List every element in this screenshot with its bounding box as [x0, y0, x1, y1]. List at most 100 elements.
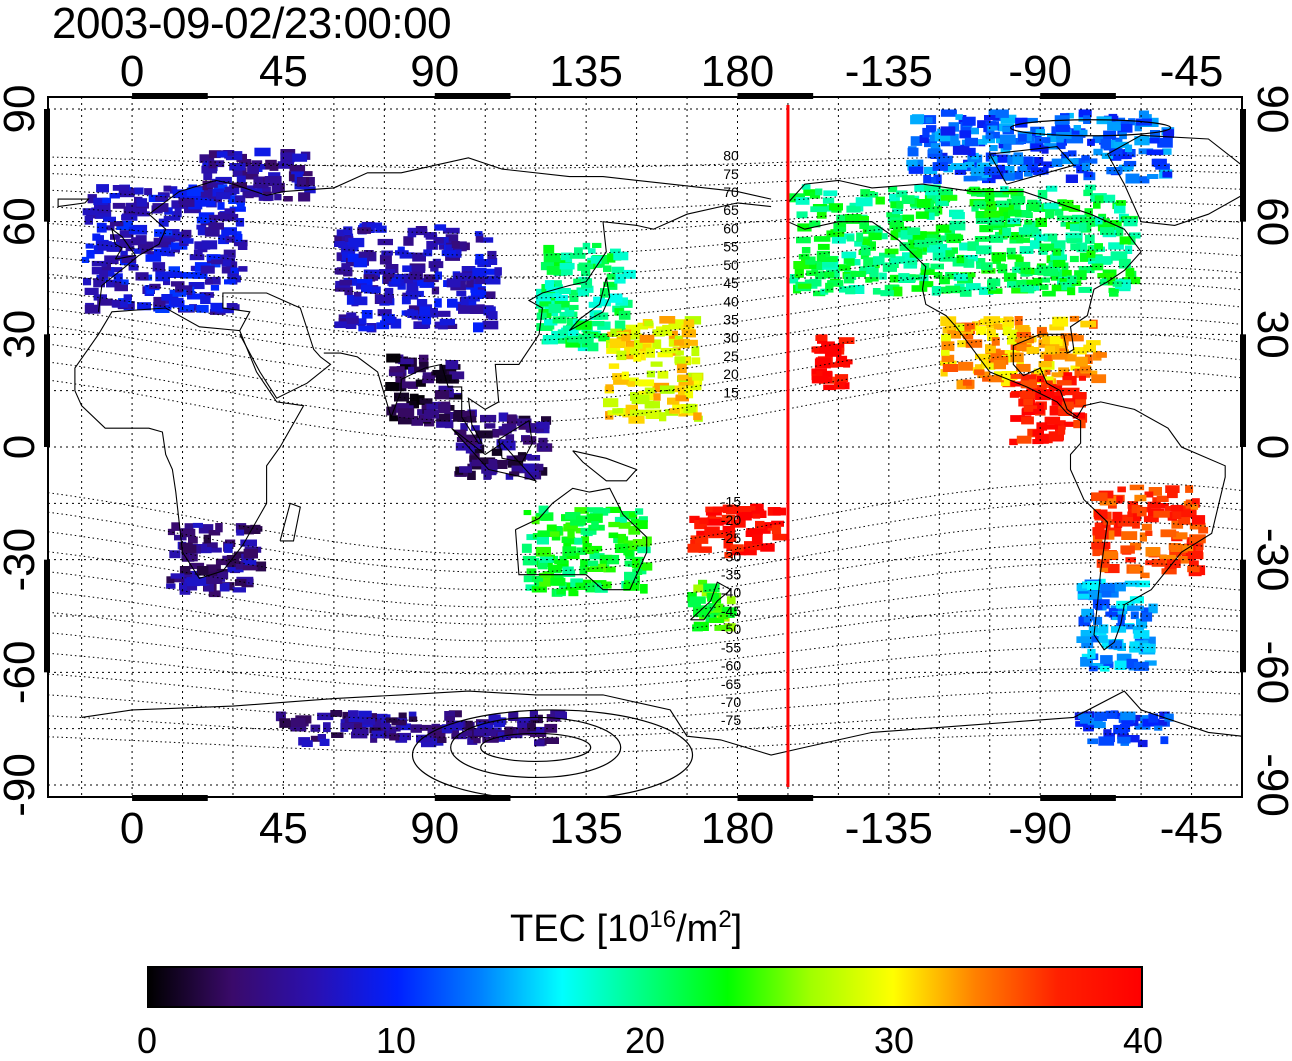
tec-cell [167, 250, 175, 257]
tec-cell [471, 459, 482, 467]
tec-cell [1043, 161, 1054, 168]
tec-cell [446, 405, 455, 411]
tec-cell [607, 253, 616, 263]
tec-cell [128, 226, 143, 234]
tec-cell [509, 471, 520, 477]
tec-cell [191, 293, 206, 300]
tec-cell [149, 283, 161, 289]
tec-cell [550, 577, 566, 586]
tec-cell [984, 210, 1000, 218]
tec-cell [1004, 165, 1015, 176]
tec-region [906, 109, 1175, 184]
tec-cell [718, 613, 728, 620]
tec-cell [480, 414, 497, 423]
tec-cell [1003, 143, 1012, 150]
tec-cell [211, 259, 223, 265]
tec-cell [364, 250, 374, 257]
tec-cell [459, 466, 472, 473]
tec-cell [951, 163, 968, 170]
tec-cell [624, 354, 642, 360]
tec-cell [554, 559, 568, 565]
tec-cell [1033, 368, 1044, 374]
tec-cell [402, 265, 412, 273]
tec-cell [518, 727, 536, 736]
tec-cell [426, 240, 438, 250]
tec-cell [942, 326, 958, 334]
tec-cell [198, 524, 214, 534]
contour-label: -65 [721, 676, 741, 692]
tec-cell [498, 412, 509, 422]
frame-tick-top [434, 93, 511, 99]
tec-region [687, 579, 737, 632]
tec-cell [535, 546, 551, 557]
tec-cell [111, 299, 121, 308]
tec-cell [1133, 662, 1149, 671]
lon-tick-label: 90 [410, 804, 459, 853]
tec-cell [1055, 124, 1070, 132]
tec-cell [438, 385, 454, 391]
tec-cell [467, 735, 478, 745]
tec-cell [1109, 291, 1119, 297]
tec-cell [155, 271, 170, 282]
tec-cell [229, 184, 240, 194]
tec-cell [884, 248, 899, 255]
tec-cell [657, 352, 673, 358]
tec-cell [1076, 165, 1088, 174]
tec-cell [84, 304, 101, 314]
tec-cell [924, 206, 940, 217]
tec-cell [453, 413, 470, 422]
tec-cell [227, 565, 244, 573]
tec-cell [128, 264, 138, 271]
tec-cell [1120, 545, 1135, 554]
tec-cell [1041, 146, 1049, 154]
tec-cell [994, 371, 1007, 379]
tec-cell [235, 579, 247, 586]
tec-cell [548, 310, 559, 317]
tec-cell [588, 248, 596, 254]
tec-cell [1080, 657, 1093, 667]
tec-cell [196, 566, 209, 576]
tec-cell [529, 726, 546, 733]
tec-cell [363, 713, 377, 722]
tec-cell [909, 248, 923, 258]
tec-cell [963, 175, 978, 182]
lat-tick-label: -90 [0, 753, 44, 817]
tec-cell [1148, 603, 1158, 614]
tec-cell [931, 286, 941, 296]
tec-cell [1103, 729, 1112, 735]
tec-cell [1072, 398, 1087, 406]
mlat-contour [48, 668, 1242, 707]
tec-cell [752, 513, 761, 519]
tec-cell [369, 719, 382, 729]
tec-cell [886, 212, 900, 218]
tec-cell [1128, 118, 1136, 126]
tec-cell [194, 577, 208, 586]
tec-cell [1088, 665, 1098, 672]
tec-cell [1016, 332, 1032, 337]
tec-cell [612, 408, 624, 414]
tec-cell [456, 436, 471, 442]
tec-cell [975, 353, 991, 360]
tec-cell [481, 268, 498, 275]
tec-cell [838, 337, 855, 344]
tec-cell [412, 252, 426, 262]
tec-cell [834, 380, 845, 390]
tec-cell [950, 247, 958, 254]
tec-region [603, 316, 704, 424]
tec-cell [1127, 511, 1138, 518]
tec-cell [200, 265, 215, 274]
mlat-pole-contour [1010, 119, 1172, 137]
lat-tick-label: 90 [1248, 85, 1292, 134]
tec-cell [896, 190, 908, 198]
tec-cell [598, 333, 610, 342]
tec-cell [538, 437, 548, 446]
tec-cell [1110, 251, 1128, 261]
tec-cell [495, 459, 508, 469]
tec-cell [1091, 374, 1107, 384]
tec-cell [152, 203, 169, 213]
tec-cell [376, 322, 390, 330]
coastline [323, 202, 772, 444]
tec-cell [421, 401, 430, 410]
tec-cell [681, 324, 695, 331]
tec-cell [1039, 391, 1055, 399]
